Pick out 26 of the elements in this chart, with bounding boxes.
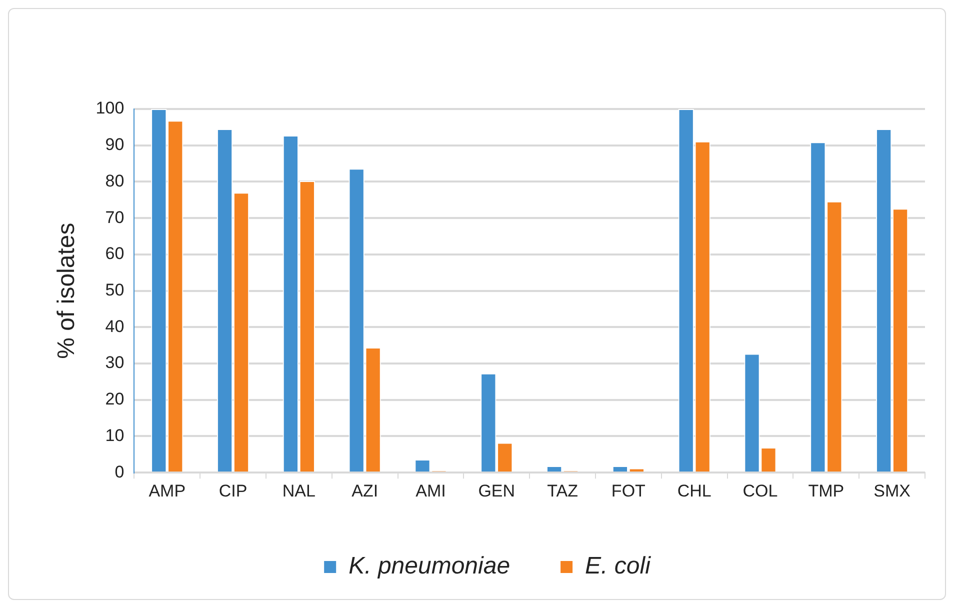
y-tick-label: 30 xyxy=(105,353,124,372)
y-tick-label: 40 xyxy=(105,316,124,336)
y-tick-label: 10 xyxy=(105,426,124,445)
y-tick-label: 90 xyxy=(105,135,124,154)
x-tick-label: GEN xyxy=(478,481,516,500)
x-tick-label: CIP xyxy=(218,481,248,500)
x-tick-label: AZI xyxy=(352,481,378,500)
y-tick-label: 100 xyxy=(96,98,124,118)
y-tick-label: 70 xyxy=(105,208,124,227)
x-tick-label: CHL xyxy=(677,481,712,500)
x-tick-label: AMP xyxy=(148,481,186,500)
legend-label: E. coli xyxy=(585,552,652,580)
x-tick-label: FOT xyxy=(611,481,646,500)
y-axis-title: % of isolates xyxy=(53,222,80,359)
x-tick-label: TAZ xyxy=(547,481,578,500)
y-tick-label: 0 xyxy=(114,462,124,482)
x-tick-label: AMI xyxy=(416,481,446,500)
x-tick-label: TMP xyxy=(808,481,844,500)
y-tick-label: 20 xyxy=(105,390,124,409)
y-tick-label: 50 xyxy=(105,280,124,300)
x-tick-label: COL xyxy=(742,481,778,500)
x-tick-label: NAL xyxy=(282,481,316,500)
x-tick-label: SMX xyxy=(874,481,910,500)
y-tick-label: 60 xyxy=(105,244,124,264)
y-tick-label: 80 xyxy=(105,171,124,190)
legend-label: K. pneumoniae xyxy=(348,552,510,580)
